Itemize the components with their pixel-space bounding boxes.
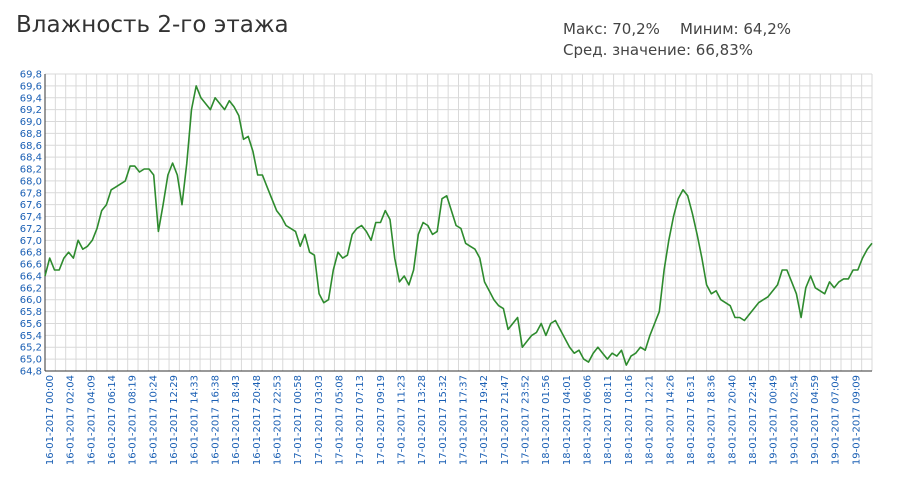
x-tick-label: 18-01-2017 18:36 [707,375,718,465]
y-tick-label: 67,2 [20,224,42,235]
y-tick-label: 69,4 [20,93,42,104]
x-tick-label: 17-01-2017 05:08 [334,375,345,465]
y-tick-label: 66,0 [20,295,42,306]
y-tick-label: 67,8 [20,188,42,199]
y-tick-label: 65,4 [20,331,42,342]
x-tick-label: 18-01-2017 04:01 [562,375,573,465]
x-tick-label: 18-01-2017 14:26 [665,375,676,465]
axes [44,74,872,372]
x-tick-label: 18-01-2017 20:40 [727,375,738,465]
max-value-label: Макс: 70,2% [563,20,660,38]
x-tick-label: 19-01-2017 02:54 [789,375,800,465]
x-tick-label: 16-01-2017 10:24 [148,375,159,465]
y-tick-label: 68,4 [20,153,42,164]
x-tick-label: 16-01-2017 20:48 [252,375,263,465]
y-tick-label: 69,8 [20,70,42,81]
x-tick-label: 16-01-2017 04:09 [86,375,97,465]
y-tick-label: 68,6 [20,141,42,152]
x-tick-label: 17-01-2017 19:42 [479,375,490,465]
x-tick-label: 18-01-2017 06:06 [583,375,594,465]
chart-title: Влажность 2-го этажа [16,12,289,38]
x-tick-label: 16-01-2017 14:33 [190,375,201,465]
x-tick-label: 17-01-2017 07:13 [355,375,366,465]
x-tick-label: 18-01-2017 22:45 [748,375,759,465]
y-tick-label: 69,0 [20,117,42,128]
x-tick-label: 16-01-2017 00:00 [45,375,56,465]
y-tick-label: 67,6 [20,200,42,211]
y-tick-label: 65,6 [20,319,42,330]
y-tick-label: 65,8 [20,307,42,318]
x-tick-label: 17-01-2017 13:28 [417,375,428,465]
y-axis-ticks: 64,865,065,265,465,665,866,066,266,466,6… [20,70,42,378]
y-tick-label: 68,8 [20,129,42,140]
x-tick-label: 16-01-2017 22:53 [272,375,283,465]
x-tick-label: 17-01-2017 21:47 [500,375,511,465]
average-value-label: Сред. значение: 66,83% [563,41,753,59]
y-tick-label: 69,2 [20,105,42,116]
x-tick-label: 19-01-2017 00:49 [769,375,780,465]
x-axis-ticks: 16-01-2017 00:00 16-01-2017 02:04 16-01-20… [45,375,862,465]
x-tick-label: 16-01-2017 16:38 [210,375,221,465]
x-tick-label: 16-01-2017 02:04 [66,375,77,465]
y-tick-label: 65,0 [20,355,42,366]
x-tick-label: 16-01-2017 08:19 [128,375,139,465]
x-tick-label: 17-01-2017 09:19 [376,375,387,465]
x-tick-label: 16-01-2017 12:29 [169,375,180,465]
y-tick-label: 65,2 [20,343,42,354]
y-tick-label: 69,6 [20,81,42,92]
x-tick-label: 19-01-2017 04:59 [810,375,821,465]
x-tick-label: 17-01-2017 11:23 [396,375,407,465]
x-tick-label: 17-01-2017 23:52 [521,375,532,465]
y-tick-label: 66,2 [20,283,42,294]
x-tick-label: 17-01-2017 15:32 [438,375,449,465]
y-tick-label: 68,2 [20,165,42,176]
x-tick-label: 16-01-2017 18:43 [231,375,242,465]
humidity-series-line [44,85,873,366]
x-tick-label: 19-01-2017 09:09 [851,375,862,465]
y-tick-label: 68,0 [20,176,42,187]
grid [44,73,873,372]
y-tick-label: 66,8 [20,248,42,259]
x-tick-label: 18-01-2017 01:56 [541,375,552,465]
y-tick-label: 66,6 [20,260,42,271]
x-tick-label: 17-01-2017 00:58 [293,375,304,465]
y-tick-label: 66,4 [20,271,42,282]
min-value-label: Миним: 64,2% [680,20,792,38]
x-tick-label: 19-01-2017 07:04 [831,375,842,465]
x-tick-label: 18-01-2017 16:31 [686,375,697,465]
x-tick-label: 18-01-2017 12:21 [645,375,656,465]
x-tick-label: 18-01-2017 08:11 [603,375,614,465]
y-tick-label: 67,4 [20,212,42,223]
y-tick-label: 67,0 [20,236,42,247]
y-tick-label: 64,8 [20,367,42,378]
x-tick-label: 17-01-2017 17:37 [459,375,470,465]
x-tick-label: 17-01-2017 03:03 [314,375,325,465]
series [44,85,873,366]
x-tick-label: 16-01-2017 06:14 [107,375,118,465]
x-tick-label: 18-01-2017 10:16 [624,375,635,465]
